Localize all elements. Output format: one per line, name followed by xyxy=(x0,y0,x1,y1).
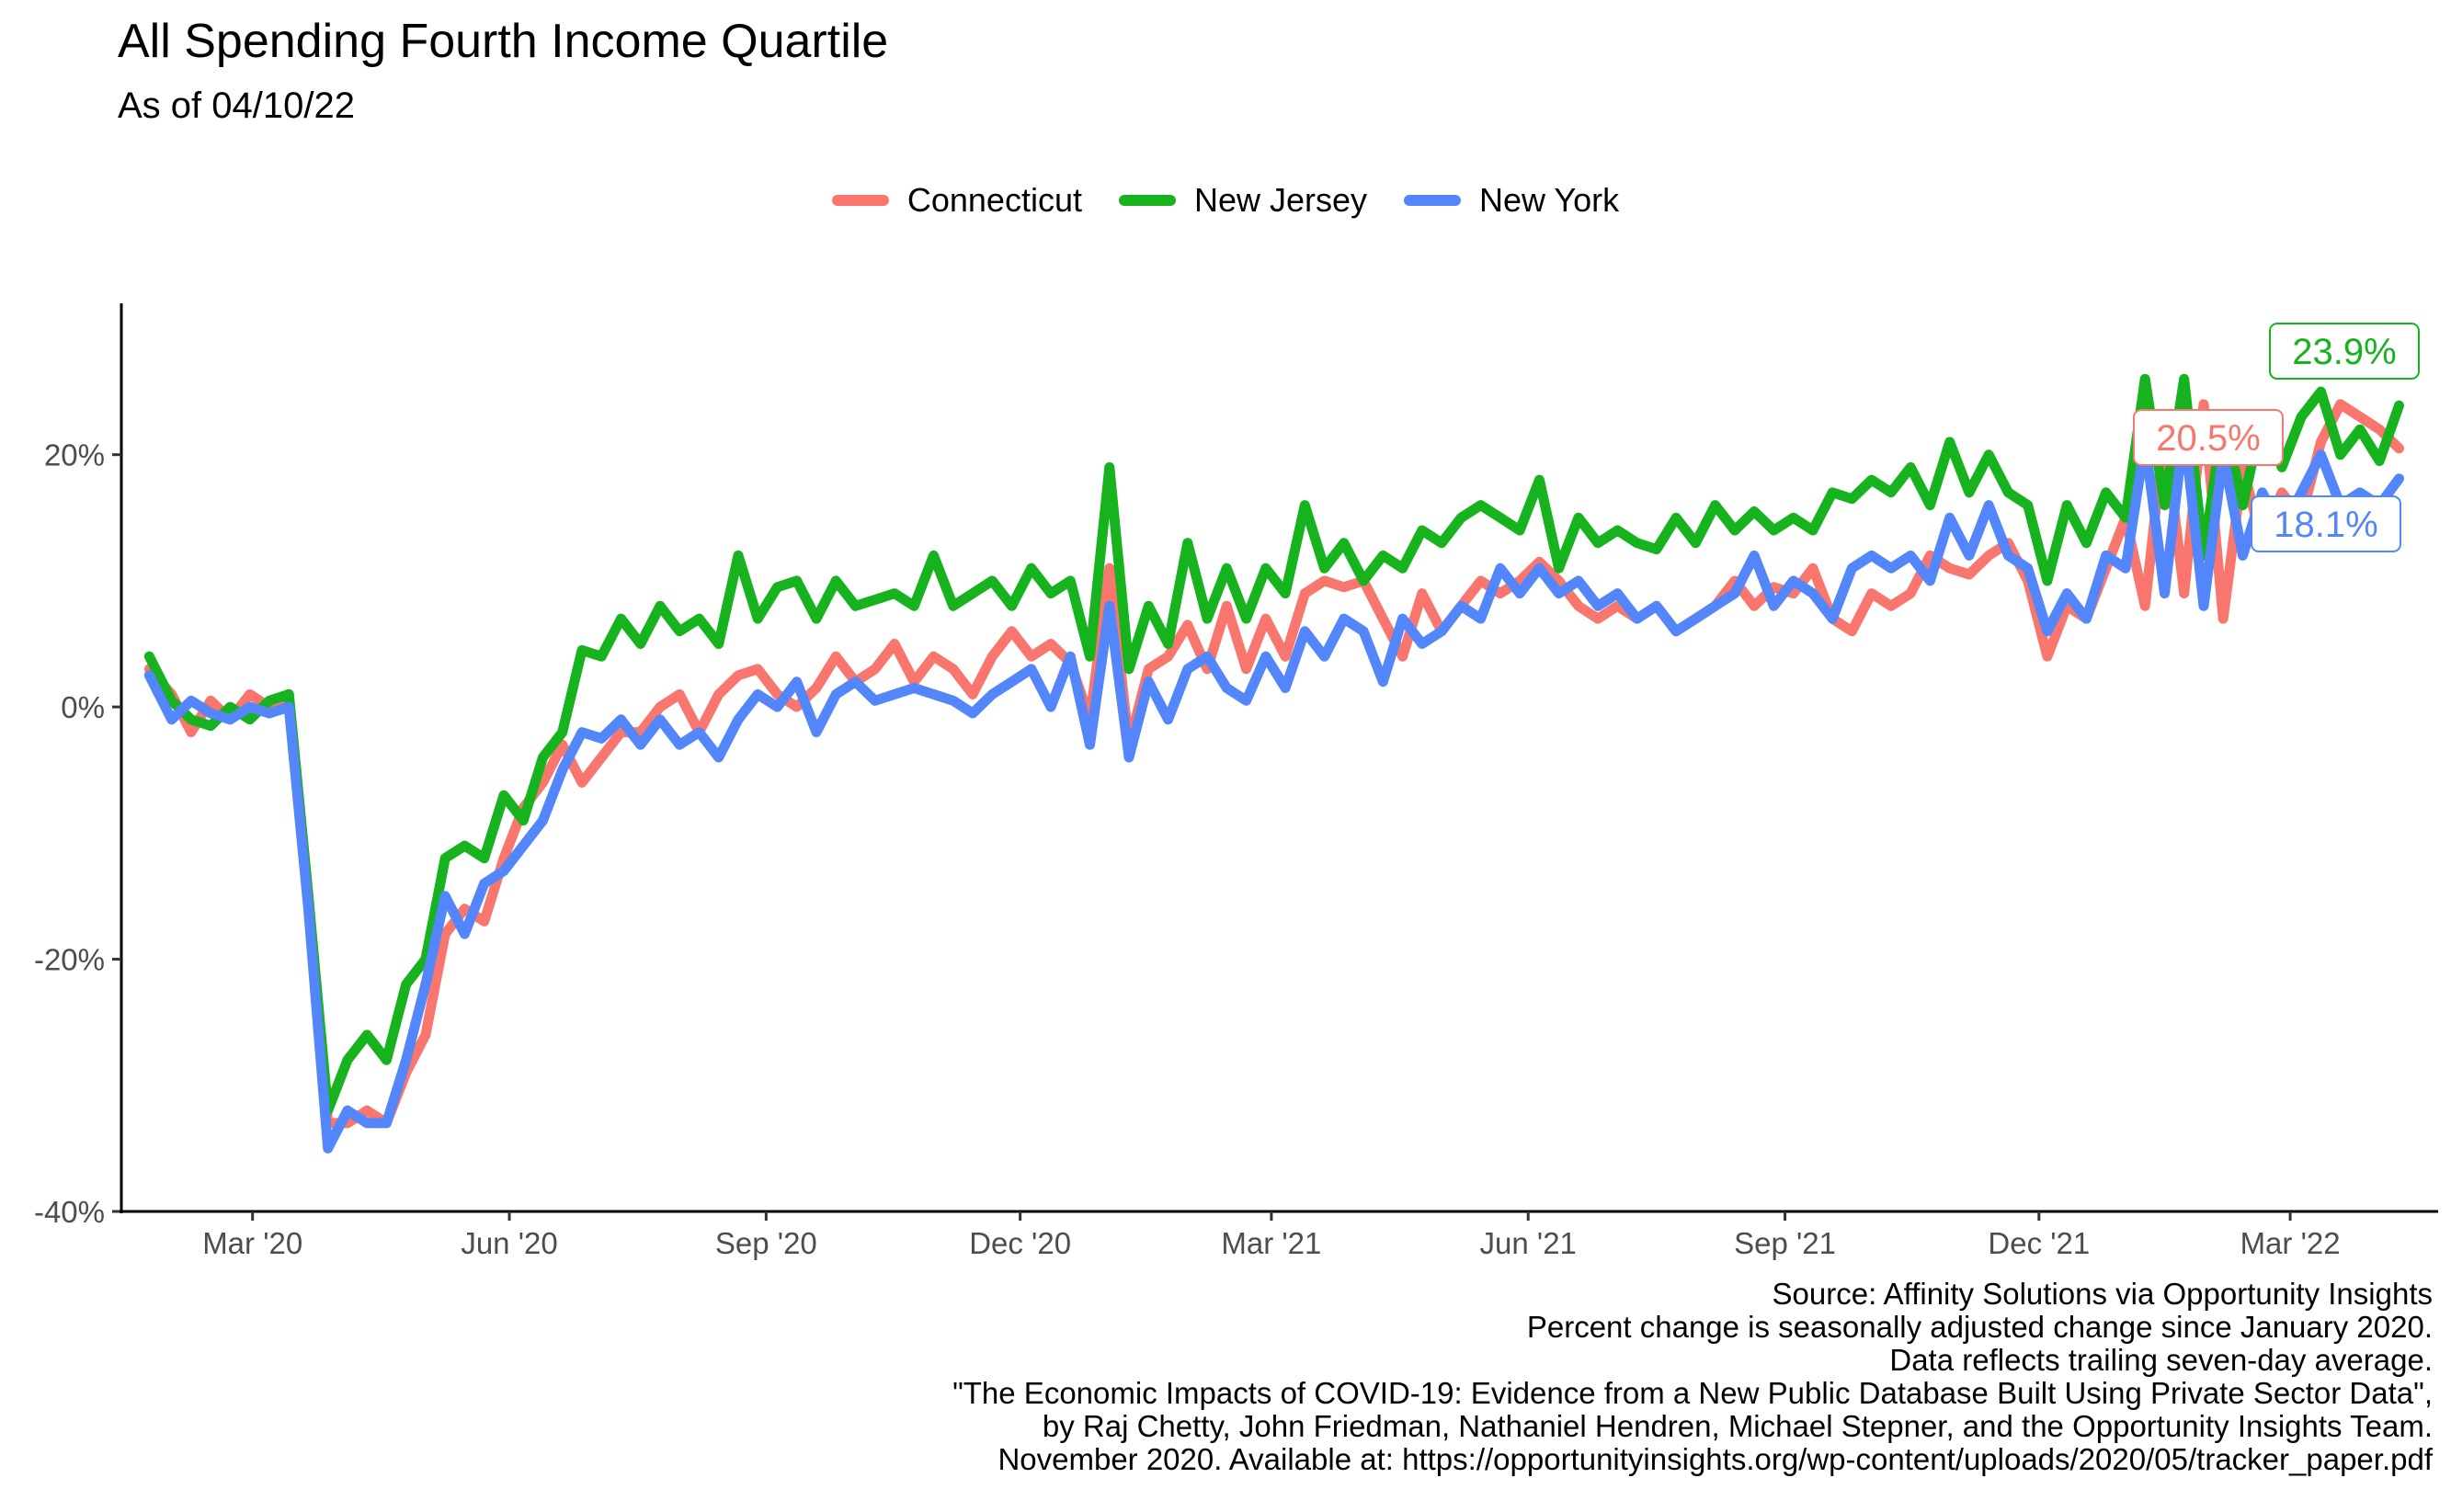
end-label-box xyxy=(2133,409,2284,466)
x-axis: Mar '20 Jun '20 Sep '20 Dec '20 Mar '21 Jun '… xyxy=(120,1210,2438,1260)
caption-line: by Raj Chetty, John Friedman, Nathaniel … xyxy=(1042,1409,2433,1443)
series-line-new-york xyxy=(143,424,2404,1154)
end-label-new-york: 18.1% xyxy=(2251,495,2401,552)
x-tick-label: Jun '21 xyxy=(1480,1226,1577,1260)
series-lines xyxy=(143,373,2404,1154)
legend-swatch-connecticut xyxy=(831,195,889,206)
x-tick-label: Jun '20 xyxy=(461,1226,557,1260)
x-tick-label: Dec '20 xyxy=(969,1226,1071,1260)
legend-label-new-jersey: New Jersey xyxy=(1193,181,1368,219)
legend-label-new-york: New York xyxy=(1479,181,1620,219)
x-tick-label: Mar '21 xyxy=(1221,1226,1321,1260)
end-label-value: 20.5% xyxy=(2156,418,2260,459)
legend-item-new-york: New York xyxy=(1404,180,1619,221)
x-tick-label: Dec '21 xyxy=(1988,1226,2090,1260)
caption-line: November 2020. Available at: https://opp… xyxy=(998,1442,2433,1476)
x-tick-label: Mar '22 xyxy=(2240,1226,2341,1260)
end-label-new-jersey: 23.9% xyxy=(2269,323,2420,380)
y-axis: -40% -20% 0% 20% xyxy=(34,303,123,1229)
end-label-box xyxy=(2269,323,2420,380)
caption-line: Percent change is seasonally adjusted ch… xyxy=(1526,1310,2433,1344)
series-line-new-jersey xyxy=(143,373,2404,1116)
chart-title: All Spending Fourth Income Quartile xyxy=(118,15,889,68)
chart-subtitle: As of 04/10/22 xyxy=(118,85,355,126)
end-label-connecticut: 20.5% xyxy=(2133,409,2284,466)
y-tick-label: -40% xyxy=(34,1195,105,1229)
x-tick-label: Sep '21 xyxy=(1734,1226,1836,1260)
end-labels: 20.5% 23.9% 18.1% xyxy=(2133,323,2420,552)
y-tick-label: -20% xyxy=(34,943,105,977)
caption-line: Source: Affinity Solutions via Opportuni… xyxy=(1772,1277,2433,1311)
y-tick-label: 0% xyxy=(61,690,105,724)
legend-swatch-new-york xyxy=(1404,195,1462,206)
legend-swatch-new-jersey xyxy=(1118,195,1176,206)
legend-item-new-jersey: New Jersey xyxy=(1118,180,1368,221)
legend: Connecticut New Jersey New York xyxy=(0,180,2451,221)
end-label-box xyxy=(2251,495,2401,552)
x-tick-label: Sep '20 xyxy=(715,1226,817,1260)
legend-label-connecticut: Connecticut xyxy=(906,181,1082,219)
end-label-value: 18.1% xyxy=(2274,505,2377,545)
y-tick-label: 20% xyxy=(44,438,105,472)
caption-line: Data reflects trailing seven-day average… xyxy=(1889,1343,2433,1377)
x-tick-label: Mar '20 xyxy=(202,1226,302,1260)
legend-item-connecticut: Connecticut xyxy=(831,180,1082,221)
end-label-value: 23.9% xyxy=(2292,332,2396,372)
source-caption: Source: Affinity Solutions via Opportuni… xyxy=(952,1278,2433,1476)
caption-line: "The Economic Impacts of COVID-19: Evide… xyxy=(952,1376,2433,1410)
